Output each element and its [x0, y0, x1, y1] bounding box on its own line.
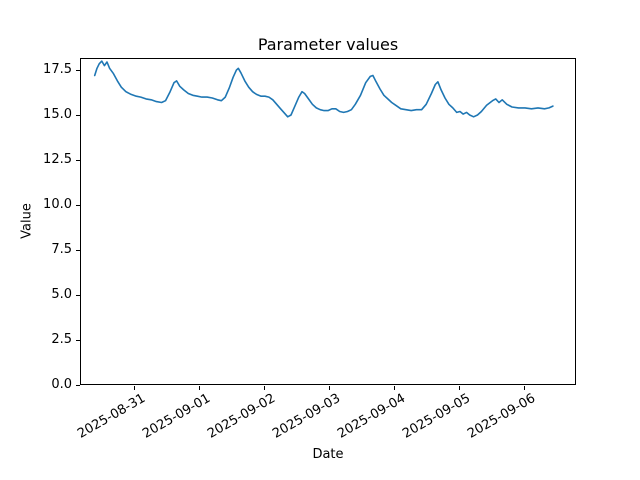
- x-tick-label: 2025-09-06: [465, 391, 539, 442]
- x-tick-label: 2025-09-01: [140, 391, 214, 442]
- y-tick-mark: [76, 69, 80, 71]
- chart-title: Parameter values: [257, 35, 399, 54]
- x-tick-label: 2025-09-05: [400, 391, 474, 442]
- y-tick-mark: [76, 204, 80, 206]
- x-axis-title: Date: [312, 447, 344, 462]
- y-tick-label: 7.5: [51, 242, 72, 258]
- y-tick-label: 2.5: [51, 332, 72, 347]
- plot-area: [80, 58, 576, 385]
- x-tick-mark: [459, 386, 461, 390]
- y-tick-mark: [76, 249, 80, 251]
- y-tick-mark: [76, 159, 80, 161]
- y-tick-mark: [76, 339, 80, 341]
- y-tick-label: 10.0: [43, 197, 72, 213]
- x-tick-label: 2025-09-04: [335, 391, 409, 442]
- y-tick-mark: [76, 384, 80, 386]
- y-tick-label: 0.0: [51, 377, 72, 392]
- x-tick-label: 2025-08-31: [75, 391, 149, 442]
- y-tick-label: 12.5: [43, 152, 72, 168]
- x-tick-label: 2025-09-03: [270, 391, 344, 442]
- x-tick-mark: [199, 386, 201, 390]
- x-tick-mark: [329, 386, 331, 390]
- y-tick-label: 15.0: [43, 107, 72, 123]
- y-tick-mark: [76, 294, 80, 296]
- x-tick-mark: [524, 386, 526, 390]
- x-tick-mark: [394, 386, 396, 390]
- x-tick-label: 2025-09-02: [205, 391, 279, 442]
- y-tick-label: 5.0: [51, 287, 72, 303]
- x-tick-mark: [264, 386, 266, 390]
- x-tick-mark: [134, 386, 136, 390]
- y-tick-mark: [76, 114, 80, 116]
- y-tick-label: 17.5: [43, 62, 72, 78]
